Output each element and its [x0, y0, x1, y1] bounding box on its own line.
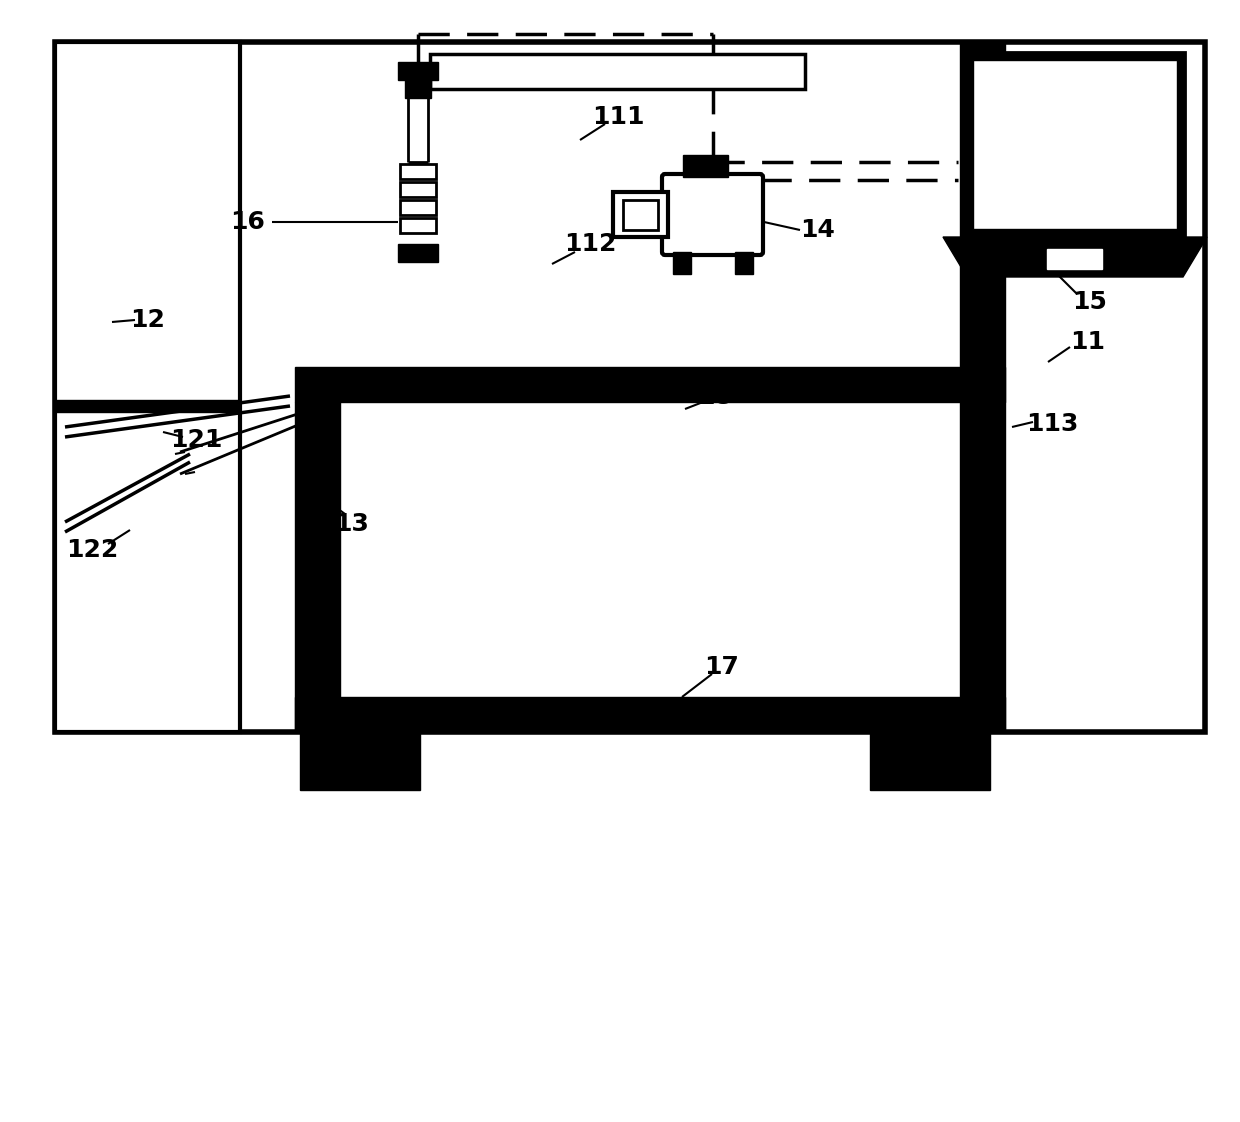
- Text: 13: 13: [335, 512, 370, 536]
- Bar: [300, 732, 420, 790]
- Polygon shape: [942, 237, 1207, 277]
- Bar: [401, 182, 436, 197]
- Bar: [340, 402, 960, 697]
- Bar: [683, 155, 728, 177]
- Bar: [398, 62, 438, 80]
- Bar: [613, 192, 668, 237]
- Bar: [55, 401, 241, 412]
- FancyBboxPatch shape: [662, 174, 763, 255]
- Bar: [401, 164, 436, 180]
- Bar: [55, 42, 241, 732]
- Text: 17: 17: [704, 655, 739, 679]
- Text: 111: 111: [591, 105, 645, 129]
- Bar: [973, 59, 1177, 229]
- Bar: [960, 42, 1004, 402]
- Bar: [870, 732, 990, 790]
- Bar: [295, 367, 1004, 402]
- Text: 16: 16: [231, 210, 265, 234]
- Bar: [1047, 249, 1102, 269]
- Text: 18: 18: [698, 385, 733, 410]
- Bar: [965, 52, 1185, 237]
- Text: 122: 122: [66, 539, 118, 562]
- Text: 113: 113: [1025, 412, 1079, 436]
- Ellipse shape: [309, 408, 331, 422]
- Text: 14: 14: [801, 218, 836, 242]
- Bar: [960, 402, 1004, 732]
- Bar: [401, 200, 436, 215]
- Text: 11: 11: [1070, 330, 1106, 355]
- Text: 12: 12: [130, 309, 165, 332]
- Bar: [401, 218, 436, 233]
- Bar: [673, 252, 691, 274]
- Bar: [430, 54, 805, 89]
- Bar: [55, 42, 1205, 732]
- Text: 112: 112: [564, 232, 616, 256]
- Bar: [398, 243, 438, 263]
- Bar: [405, 80, 432, 98]
- Text: 15: 15: [1073, 289, 1107, 314]
- Bar: [735, 252, 753, 274]
- Bar: [295, 402, 340, 732]
- Bar: [622, 200, 658, 230]
- Text: 121: 121: [170, 427, 222, 452]
- Bar: [295, 697, 1004, 732]
